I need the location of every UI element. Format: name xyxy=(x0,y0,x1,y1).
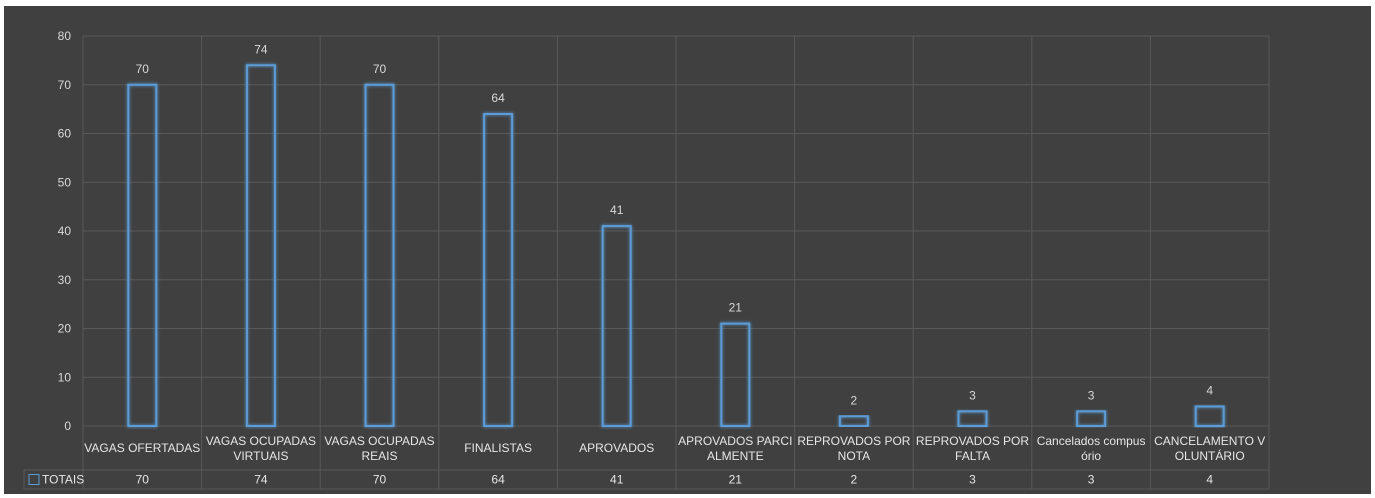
x-tick-label: CANCELAMENTO V OLUNTÁRIO xyxy=(1154,434,1265,463)
bar-8 xyxy=(1076,410,1107,427)
bar-7 xyxy=(957,410,988,427)
y-tick-label: 60 xyxy=(58,127,72,141)
x-tick-label: APROVADOS PARCI ALMENTE xyxy=(678,434,792,463)
bar-6 xyxy=(838,415,869,427)
bars xyxy=(127,64,1225,427)
bar-9 xyxy=(1194,405,1225,427)
data-label: 3 xyxy=(969,388,976,402)
y-tick-label: 70 xyxy=(58,78,72,92)
table-value: 3 xyxy=(1088,473,1095,487)
bar-1 xyxy=(245,64,276,427)
data-label: 74 xyxy=(254,42,268,56)
data-label: 64 xyxy=(491,91,505,105)
x-tick-label: FINALISTAS xyxy=(464,441,532,455)
table-value: 2 xyxy=(851,473,858,487)
data-table: VAGAS OFERTADAS VAGAS OCUPADAS VIRTUAIS VAG… xyxy=(23,434,1269,490)
data-labels: 70 74 70 64 41 21 2 3 3 4 xyxy=(136,42,1214,407)
table-value: 70 xyxy=(373,473,387,487)
data-label: 70 xyxy=(373,62,387,76)
bar-4 xyxy=(601,225,632,427)
bar-3 xyxy=(483,113,514,427)
table-value: 64 xyxy=(491,473,505,487)
x-tick-label: APROVADOS xyxy=(579,441,654,455)
y-tick-label: 50 xyxy=(58,175,72,189)
y-tick-label: 80 xyxy=(58,29,72,43)
bar-2 xyxy=(364,83,395,427)
legend-key xyxy=(28,474,40,485)
table-value: 4 xyxy=(1206,473,1213,487)
table-value: 3 xyxy=(969,473,976,487)
data-label: 41 xyxy=(610,203,624,217)
x-tick-label: REPROVADOS POR NOTA xyxy=(797,434,910,463)
data-label: 4 xyxy=(1206,384,1213,398)
data-label: 2 xyxy=(851,393,858,407)
table-value: 41 xyxy=(610,473,624,487)
table-value: 74 xyxy=(254,473,268,487)
y-tick-label: 40 xyxy=(58,224,72,238)
y-tick-label: 0 xyxy=(64,419,71,433)
data-label: 21 xyxy=(729,301,743,315)
bar-5 xyxy=(720,322,751,427)
x-tick-label: REPROVADOS POR FALTA xyxy=(916,434,1029,463)
table-value: 21 xyxy=(729,473,743,487)
y-tick-label: 20 xyxy=(58,322,72,336)
gridlines xyxy=(82,35,1270,489)
y-tick-label: 10 xyxy=(58,370,72,384)
chart-area: 70 74 70 64 41 21 2 3 3 4 0 10 20 30 40 50 60 70 80 VAGAS… xyxy=(4,6,1371,494)
x-tick-label: VAGAS OFERTADAS xyxy=(84,441,200,455)
y-tick-label: 30 xyxy=(58,273,72,287)
x-tick-label: Cancelados compus ório xyxy=(1037,434,1146,463)
bar-chart: 70 74 70 64 41 21 2 3 3 4 0 10 20 30 40 50 60 70 80 VAGAS… xyxy=(23,29,1270,490)
data-label: 70 xyxy=(136,62,150,76)
legend-entry: TOTAIS xyxy=(42,473,84,487)
data-label: 3 xyxy=(1088,388,1095,402)
y-axis: 0 10 20 30 40 50 60 70 80 xyxy=(58,29,72,433)
x-tick-label: VAGAS OCUPADAS VIRTUAIS xyxy=(206,434,316,463)
table-value: 70 xyxy=(136,473,150,487)
bar-0 xyxy=(127,83,158,427)
x-tick-label: VAGAS OCUPADAS REAIS xyxy=(324,434,434,463)
